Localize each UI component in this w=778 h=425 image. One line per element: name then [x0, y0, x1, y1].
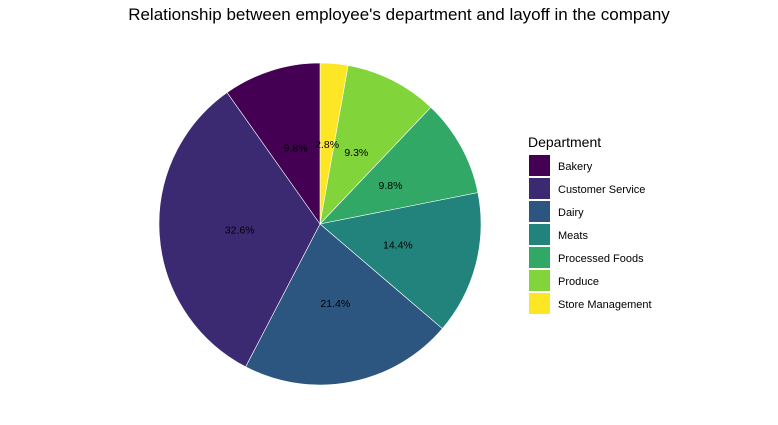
- legend-label-produce: Produce: [558, 276, 599, 288]
- legend-swatch-produce: [529, 270, 550, 291]
- legend-swatch-processed-foods: [529, 247, 550, 268]
- legend-swatch-dairy: [529, 201, 550, 222]
- legend-label-bakery: Bakery: [558, 161, 593, 173]
- legend-label-processed-foods: Processed Foods: [558, 253, 644, 265]
- slice-label-processed-foods: 9.8%: [379, 180, 403, 192]
- slice-label-produce: 9.3%: [344, 147, 368, 159]
- legend-swatch-meats: [529, 224, 550, 245]
- pie-slice-produce: [319, 65, 432, 225]
- legend-label-customer-service: Customer Service: [558, 184, 645, 196]
- slice-label-store-management: 2.8%: [315, 139, 339, 151]
- slice-label-bakery: 9.8%: [284, 142, 308, 154]
- legend-items: Bakery Customer Service Dairy Meats Processe…: [529, 155, 652, 314]
- pie-slice-processed-foods: [319, 106, 479, 225]
- pie-slice-dairy: [245, 223, 443, 386]
- slice-label-dairy: 21.4%: [320, 298, 350, 310]
- pie-slices: [158, 62, 482, 386]
- slice-label-meats: 14.4%: [383, 239, 413, 251]
- pie-slice-meats: [319, 192, 482, 330]
- legend-title: Department: [528, 134, 601, 150]
- slice-label-customer-service: 32.6%: [225, 224, 255, 236]
- pie-slice-bakery: [226, 62, 321, 225]
- legend-label-dairy: Dairy: [558, 207, 584, 219]
- legend-swatch-store-management: [529, 293, 550, 314]
- pie-slice-customer-service: [158, 92, 321, 368]
- legend-swatch-bakery: [529, 155, 550, 176]
- legend-label-meats: Meats: [558, 230, 588, 242]
- legend-label-store-management: Store Management: [558, 299, 652, 311]
- pie-slice-labels: 2.8% 9.3% 9.8% 14.4% 21.4% 32.6% 9.8%: [225, 139, 413, 310]
- legend: Department Bakery Customer Service Dairy Me…: [528, 134, 652, 314]
- legend-swatch-customer-service: [529, 178, 550, 199]
- chart-title: Relationship between employee's departme…: [128, 5, 670, 24]
